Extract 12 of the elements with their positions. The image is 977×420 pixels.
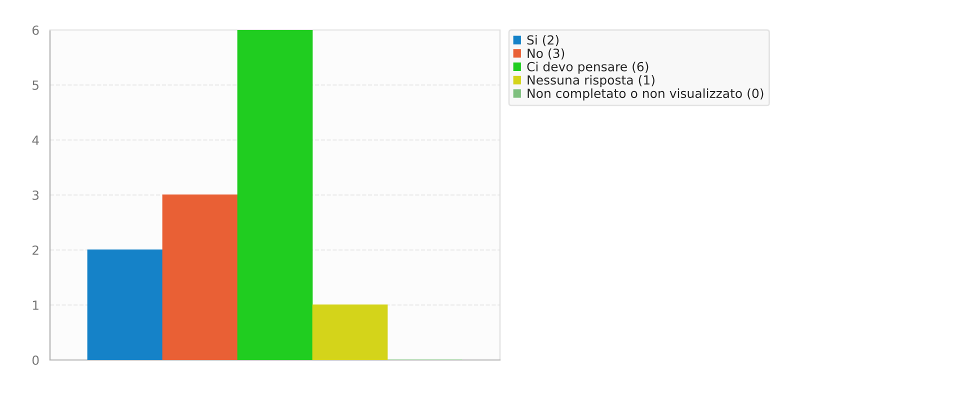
legend-label: Si (2) (527, 35, 559, 46)
y-tick-label: 6 (32, 25, 39, 35)
y-tick-label: 5 (32, 80, 38, 90)
legend-label: Ci devo pensare (6) (527, 62, 648, 74)
legend-label: No (3) (528, 48, 564, 60)
y-tick-label: 4 (32, 136, 39, 145)
y-tick-label: 3 (32, 190, 39, 200)
legend-label: Non completato o non visualizzato (0) (528, 88, 764, 100)
legend-label: Nessuna risposta (1) (528, 75, 654, 88)
y-tick-label: 2 (32, 245, 38, 255)
y-tick-label: 1 (33, 300, 38, 310)
y-tick-label: 0 (32, 355, 39, 365)
